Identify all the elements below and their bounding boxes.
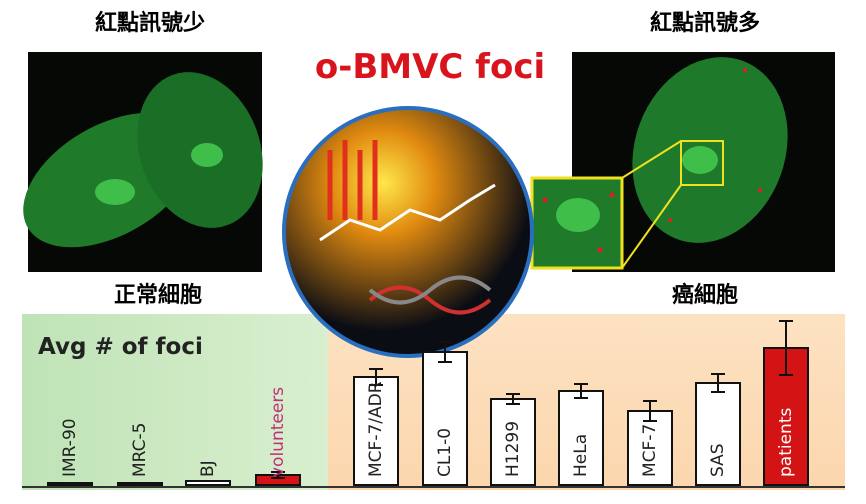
- category-label: volunteers: [268, 387, 288, 477]
- category-label: IMR-90: [60, 418, 80, 477]
- error-bar: [643, 400, 657, 422]
- left-caption: 紅點訊號少: [95, 10, 205, 36]
- category-label: CL1-0: [435, 428, 455, 477]
- category-label: HeLa: [571, 434, 591, 477]
- error-bar: [574, 383, 588, 399]
- error-bar: [271, 471, 285, 479]
- bar: [353, 376, 399, 486]
- category-label: H1299: [503, 421, 523, 477]
- error-bar: [438, 341, 452, 363]
- error-bar: [506, 393, 520, 405]
- title: o-BMVC foci: [315, 47, 545, 87]
- error-bar: [779, 320, 793, 376]
- category-label: MCF-7: [640, 424, 660, 477]
- normal-cell-image: [23, 52, 263, 272]
- left-label: 正常細胞: [114, 282, 202, 308]
- category-label: MCF-7/ADR: [366, 381, 386, 477]
- right-caption: 紅點訊號多: [650, 10, 760, 36]
- category-label: SAS: [708, 443, 728, 477]
- chart-title: Avg # of foci: [38, 334, 203, 360]
- right-label: 癌細胞: [672, 282, 738, 308]
- bar: [422, 351, 468, 486]
- bar: [695, 382, 741, 486]
- category-label: MRC-5: [130, 423, 150, 477]
- bar: [490, 398, 536, 486]
- bar: [117, 482, 163, 486]
- category-label: patients: [776, 408, 796, 477]
- bar: [47, 482, 93, 486]
- error-bar: [369, 368, 383, 386]
- bar: [185, 480, 231, 486]
- normal-panel: [22, 314, 328, 490]
- category-label: BJ: [198, 460, 218, 477]
- molecule-illustration: [282, 106, 534, 358]
- error-bar: [711, 373, 725, 393]
- cancer-cell-image: [530, 52, 835, 272]
- bar: [627, 410, 673, 486]
